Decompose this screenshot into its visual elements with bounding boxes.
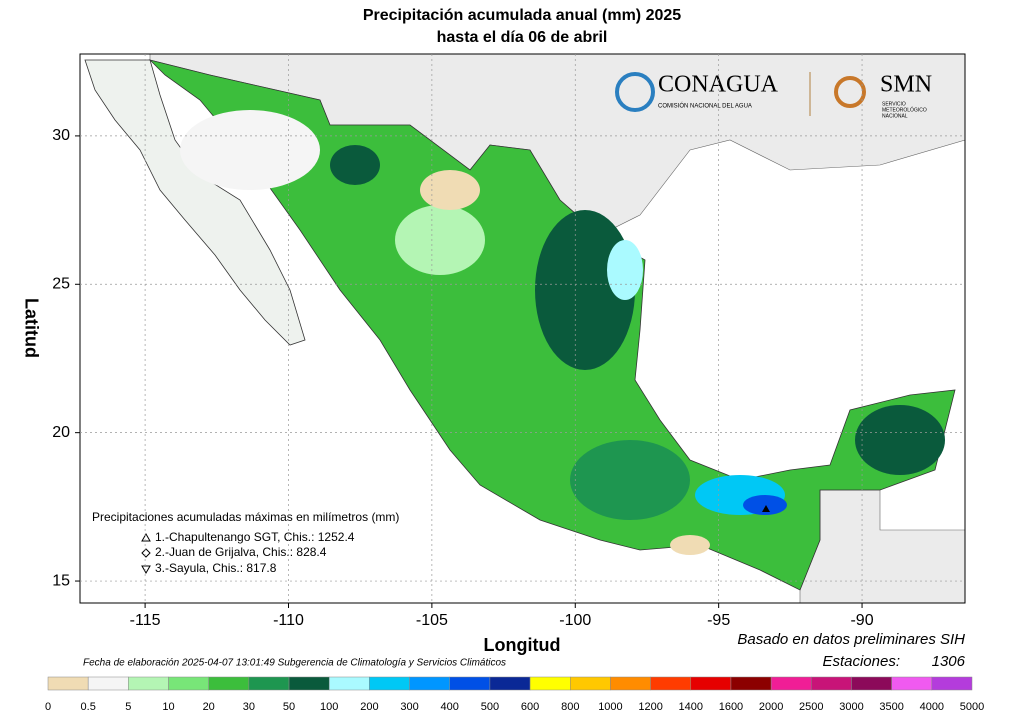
legend-label: 400 [441,701,459,713]
legend-label: 3000 [839,701,863,713]
wet-area [607,240,643,300]
y-tick-label: 15 [52,572,70,589]
legend-swatch [931,676,973,691]
stations-count: 1306 [932,653,966,670]
map-area [79,53,966,604]
legend-label: 1400 [679,701,703,713]
y-axis-label: Latitud [21,298,41,358]
dry-area [670,535,710,555]
legend-label: 0.5 [81,701,96,713]
y-tick-label: 25 [52,276,70,293]
baja-california [84,59,306,346]
legend-swatch [610,676,651,691]
legend-swatch [248,676,290,691]
legend-label: 2500 [799,701,823,713]
legend-swatch [851,676,892,691]
conagua-icon [615,72,655,112]
legend-label: 50 [283,701,295,713]
wet-area [743,495,787,515]
x-tick-label: -95 [707,612,730,629]
legend-label: 100 [320,701,338,713]
dry-area [180,110,320,190]
footer: Fecha de elaboración 2025-04-07 13:01:49… [83,658,506,669]
legend-label: 20 [203,701,215,713]
wet-area [330,145,380,185]
x-tick-label: -115 [130,612,161,629]
plot-frame [79,53,966,604]
subtitle: hasta el día 06 de abril [437,29,608,46]
legend-swatch [128,676,169,691]
legend-swatch [328,676,370,691]
legend-swatch [369,676,410,691]
legend-swatch [168,676,209,691]
legend-swatch [409,676,450,691]
maxima-item: 1.-Chapultenango SGT, Chis.: 1252.4 [155,530,355,544]
logo-smn-sub: SERVICIO [882,101,906,107]
wet-area [535,210,635,370]
legend-swatch [650,676,692,691]
legend-label: 1000 [598,701,622,713]
stations-label: Estaciones: [822,653,900,670]
logos: CONAGUA COMISIÓN NACIONAL DEL AGUA SMN S… [615,72,932,119]
legend-label: 2000 [759,701,783,713]
legend-swatch [690,676,732,691]
wet-area [855,405,945,475]
logo-smn: SMN [880,72,932,98]
x-tick-label: -90 [850,612,873,629]
legend-swatch [87,676,129,691]
legend-label: 1600 [719,701,743,713]
ticks: -115 -110 -105 -100 -95 -90 15 20 25 30 [52,54,965,629]
maxima-item: 2.-Juan de Grijalva, Chis.: 828.4 [155,545,327,559]
smn-icon [834,76,866,108]
dry-area [420,170,480,210]
logo-smn-sub: METEOROLÓGICO [882,106,927,113]
legend-swatch [529,676,571,691]
x-tick-label: -100 [559,612,591,629]
legend-swatch [811,676,852,691]
legend-label: 1200 [638,701,662,713]
legend-label: 500 [481,701,499,713]
max-1-marker [762,505,770,512]
symbol [141,565,151,575]
legend-swatch [730,676,772,691]
legend-swatch [288,676,330,691]
maxima-title: Precipitaciones acumuladas máximas en mi… [92,510,399,524]
legend-label: 0 [45,701,51,713]
legend-label: 3500 [879,701,903,713]
legend-label: 600 [521,701,539,713]
legend-swatch [449,676,491,691]
y-tick-label: 20 [52,424,70,441]
legend-swatch [489,676,531,691]
legend-label: 4000 [920,701,944,713]
legend-label: 200 [360,701,378,713]
legend-swatch [891,676,933,691]
legend-swatch [770,676,812,691]
legend-label: 30 [243,701,255,713]
legend-swatch [570,676,611,691]
legend: 0 0.5 5 10 20 30 50 100 200 300 400 500 600 800 1000 12… [45,676,984,713]
x-tick-label: -105 [416,612,448,629]
legend-label: 800 [561,701,579,713]
y-tick-label: 30 [52,127,70,144]
x-axis-label: Longitud [484,635,561,655]
logo-smn-sub: NACIONAL [882,113,908,119]
legend-label: 5 [125,701,131,713]
light-rain-area [395,205,485,275]
x-tick-label: -110 [273,612,304,629]
wet-area [570,440,690,520]
source: Basado en datos preliminares SIH [737,631,965,648]
symbol [141,532,151,542]
legend-label: 5000 [960,701,984,713]
legend-swatch [208,676,250,691]
legend-label: 10 [162,701,174,713]
maxima-item: 3.-Sayula, Chis.: 817.8 [155,561,277,575]
logo-conagua-sub: COMISIÓN NACIONAL DEL AGUA [658,103,752,110]
legend-swatch [47,676,89,691]
maxima-box: Precipitaciones acumuladas máximas en mi… [92,510,399,575]
legend-label: 300 [400,701,418,713]
title: Precipitación acumulada anual (mm) 2025 [363,7,681,24]
symbol [141,548,151,558]
